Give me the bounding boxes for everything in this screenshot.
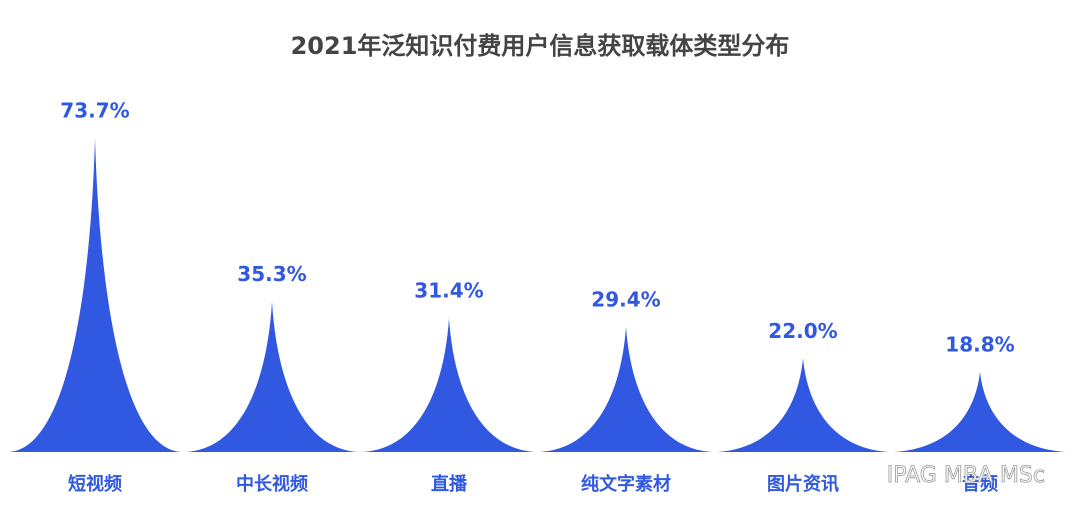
category-label: 纯文字素材 (581, 473, 671, 495)
category-label: 图片资讯 (767, 473, 839, 495)
value-label: 29.4% (591, 287, 660, 311)
category-label: 短视频 (68, 473, 122, 495)
spike-bar (363, 318, 535, 452)
value-label: 35.3% (237, 262, 306, 286)
category-label: 中长视频 (236, 473, 308, 495)
value-label: 18.8% (945, 332, 1014, 356)
value-label: 73.7% (60, 99, 129, 123)
category-label: 直播 (431, 473, 468, 495)
value-label: 31.4% (414, 279, 483, 303)
spike-bar (9, 138, 181, 452)
category-label: 音频 (962, 473, 998, 495)
value-label: 22.0% (768, 319, 837, 343)
spike-bar (717, 358, 889, 452)
chart-title: 2021年泛知识付费用户信息获取载体类型分布 (291, 32, 790, 60)
spike-bar (894, 371, 1066, 452)
spike-bar (540, 326, 712, 452)
watermark: IPAG MBA MSc (887, 463, 1045, 488)
spike-bar (186, 301, 358, 452)
